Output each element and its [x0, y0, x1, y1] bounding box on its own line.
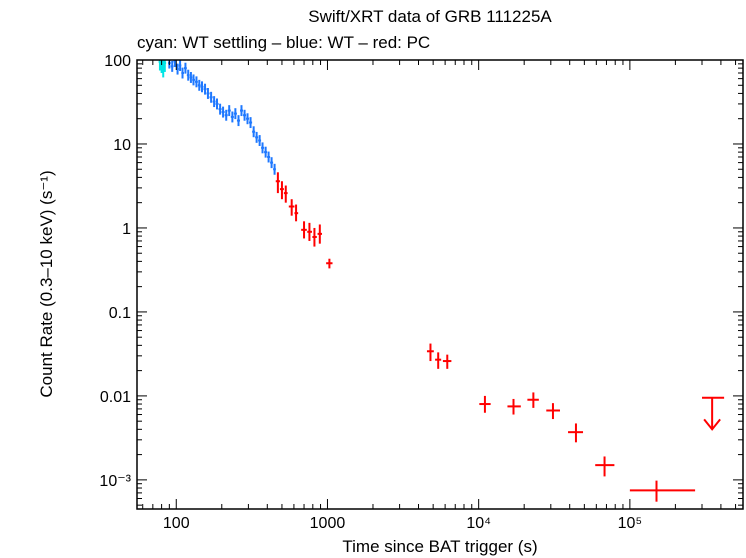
data-point [181, 67, 184, 79]
data-point [189, 72, 193, 83]
data-point [163, 60, 167, 72]
data-point [258, 135, 262, 147]
data-point [215, 98, 219, 110]
data-point [194, 76, 198, 88]
data-point [507, 398, 521, 415]
x-tick-label: 10⁵ [618, 515, 642, 532]
data-point [246, 113, 250, 125]
x-tick-label: 10⁴ [466, 515, 491, 532]
data-point [170, 60, 174, 72]
data-point [239, 105, 244, 117]
data-point [197, 79, 201, 91]
data-point [288, 199, 295, 216]
data-point [192, 74, 195, 86]
data-point [294, 204, 299, 222]
y-tick-label: 1 [122, 221, 131, 238]
data-point [442, 354, 452, 369]
x-axis-label: Time since BAT trigger (s) [342, 537, 537, 556]
data-point [426, 343, 434, 362]
data-point [178, 60, 182, 72]
data-point [212, 96, 216, 108]
data-point [546, 403, 560, 420]
y-tick-label: 10 [113, 137, 131, 154]
series-wt [168, 60, 276, 175]
data-point [209, 91, 213, 103]
data-point [243, 109, 247, 121]
data-point [158, 60, 161, 71]
data-point [230, 111, 234, 123]
data-point [186, 69, 190, 81]
data-point [301, 221, 307, 239]
y-tick-label: 10⁻³ [99, 473, 131, 490]
data-point [275, 172, 280, 194]
data-point [479, 395, 491, 413]
series-pc [275, 172, 696, 502]
data-point [206, 88, 210, 99]
data-marks [158, 60, 725, 502]
data-point [568, 423, 584, 443]
data-point [233, 108, 237, 120]
axis-ticks: 100 1000 10⁴ 10⁵ 100 10 1 0.1 0.01 10⁻³ [99, 53, 743, 532]
data-point [224, 109, 228, 121]
data-point [252, 126, 256, 138]
data-point [264, 146, 268, 158]
upper-limit [702, 396, 725, 431]
y-tick-label: 0.01 [100, 389, 131, 406]
data-point [279, 181, 284, 200]
data-point [307, 222, 312, 241]
data-point [312, 227, 317, 247]
data-point [218, 103, 222, 115]
data-point [249, 117, 253, 129]
y-tick-label: 100 [104, 53, 131, 70]
data-point [255, 131, 259, 143]
data-point [203, 83, 207, 95]
data-point [595, 456, 615, 477]
data-point [162, 60, 165, 78]
data-point [629, 480, 696, 502]
x-tick-label: 100 [163, 515, 190, 532]
series-wt-settling [158, 60, 167, 78]
data-point [227, 105, 231, 117]
data-point [221, 106, 225, 118]
upper-limit-arrowhead [703, 418, 721, 431]
plot-frame [136, 59, 744, 510]
data-point [236, 115, 240, 127]
y-tick-label: 0.1 [109, 305, 131, 322]
data-point [261, 142, 265, 154]
chart-title: Swift/XRT data of GRB 111225A [308, 7, 552, 26]
data-point [435, 352, 442, 369]
data-point [283, 185, 288, 203]
x-tick-label: 1000 [310, 515, 346, 532]
data-point [317, 224, 322, 244]
chart-subtitle: cyan: WT settling – blue: WT – red: PC [137, 33, 430, 52]
data-point [273, 163, 276, 175]
data-point [267, 151, 271, 163]
y-axis-label: Count Rate (0.3–10 keV) (s⁻¹) [37, 170, 56, 397]
data-point [326, 258, 333, 269]
data-point [200, 81, 204, 93]
data-point [183, 62, 187, 74]
data-point [270, 157, 274, 169]
data-point [527, 392, 539, 408]
